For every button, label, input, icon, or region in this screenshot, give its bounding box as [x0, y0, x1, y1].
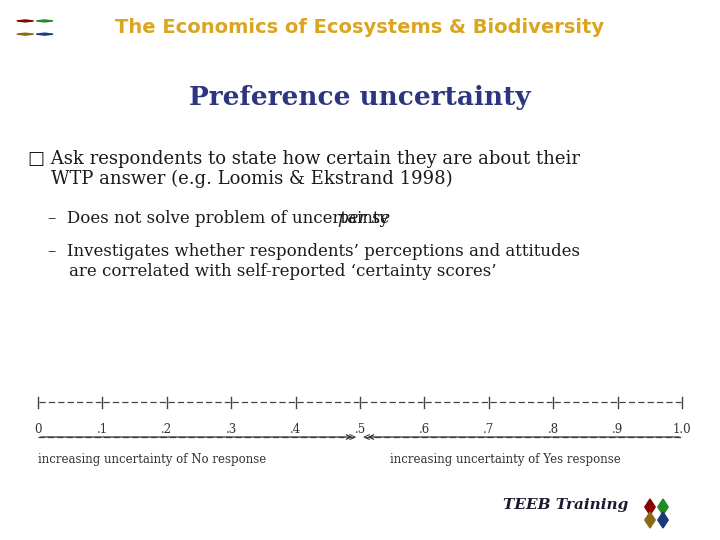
Text: increasing uncertainty of No response: increasing uncertainty of No response: [38, 453, 266, 466]
Text: > <: > <: [349, 430, 371, 443]
Text: Preference uncertainty: Preference uncertainty: [189, 85, 531, 110]
Text: .8: .8: [548, 423, 559, 436]
Text: .4: .4: [290, 423, 301, 436]
Text: .3: .3: [225, 423, 237, 436]
Text: increasing uncertainty of Yes response: increasing uncertainty of Yes response: [390, 453, 621, 466]
Polygon shape: [658, 499, 668, 515]
Text: □ Ask respondents to state how certain they are about their: □ Ask respondents to state how certain t…: [28, 150, 580, 168]
Text: .5: .5: [354, 423, 366, 436]
Text: The Economics of Ecosystems & Biodiversity: The Economics of Ecosystems & Biodiversi…: [115, 18, 605, 37]
Polygon shape: [645, 512, 655, 528]
Text: TEEB Training: TEEB Training: [503, 498, 628, 512]
Text: .1: .1: [96, 423, 108, 436]
Polygon shape: [17, 20, 34, 22]
Text: –  Does not solve problem of uncertainty: – Does not solve problem of uncertainty: [48, 210, 394, 227]
Polygon shape: [17, 33, 34, 35]
Text: 0: 0: [35, 423, 42, 436]
Polygon shape: [645, 499, 655, 515]
Text: .6: .6: [419, 423, 430, 436]
Text: .9: .9: [612, 423, 624, 436]
Text: WTP answer (e.g. Loomis & Ekstrand 1998): WTP answer (e.g. Loomis & Ekstrand 1998): [28, 170, 453, 188]
Polygon shape: [36, 33, 53, 35]
Text: .7: .7: [483, 423, 495, 436]
Text: are correlated with self-reported ‘certainty scores’: are correlated with self-reported ‘certa…: [48, 263, 497, 280]
Polygon shape: [658, 512, 668, 528]
Polygon shape: [36, 20, 53, 22]
Text: –  Investigates whether respondents’ perceptions and attitudes: – Investigates whether respondents’ perc…: [48, 243, 580, 260]
Text: per se: per se: [338, 210, 390, 227]
Text: .2: .2: [161, 423, 172, 436]
Text: 1.0: 1.0: [672, 423, 691, 436]
